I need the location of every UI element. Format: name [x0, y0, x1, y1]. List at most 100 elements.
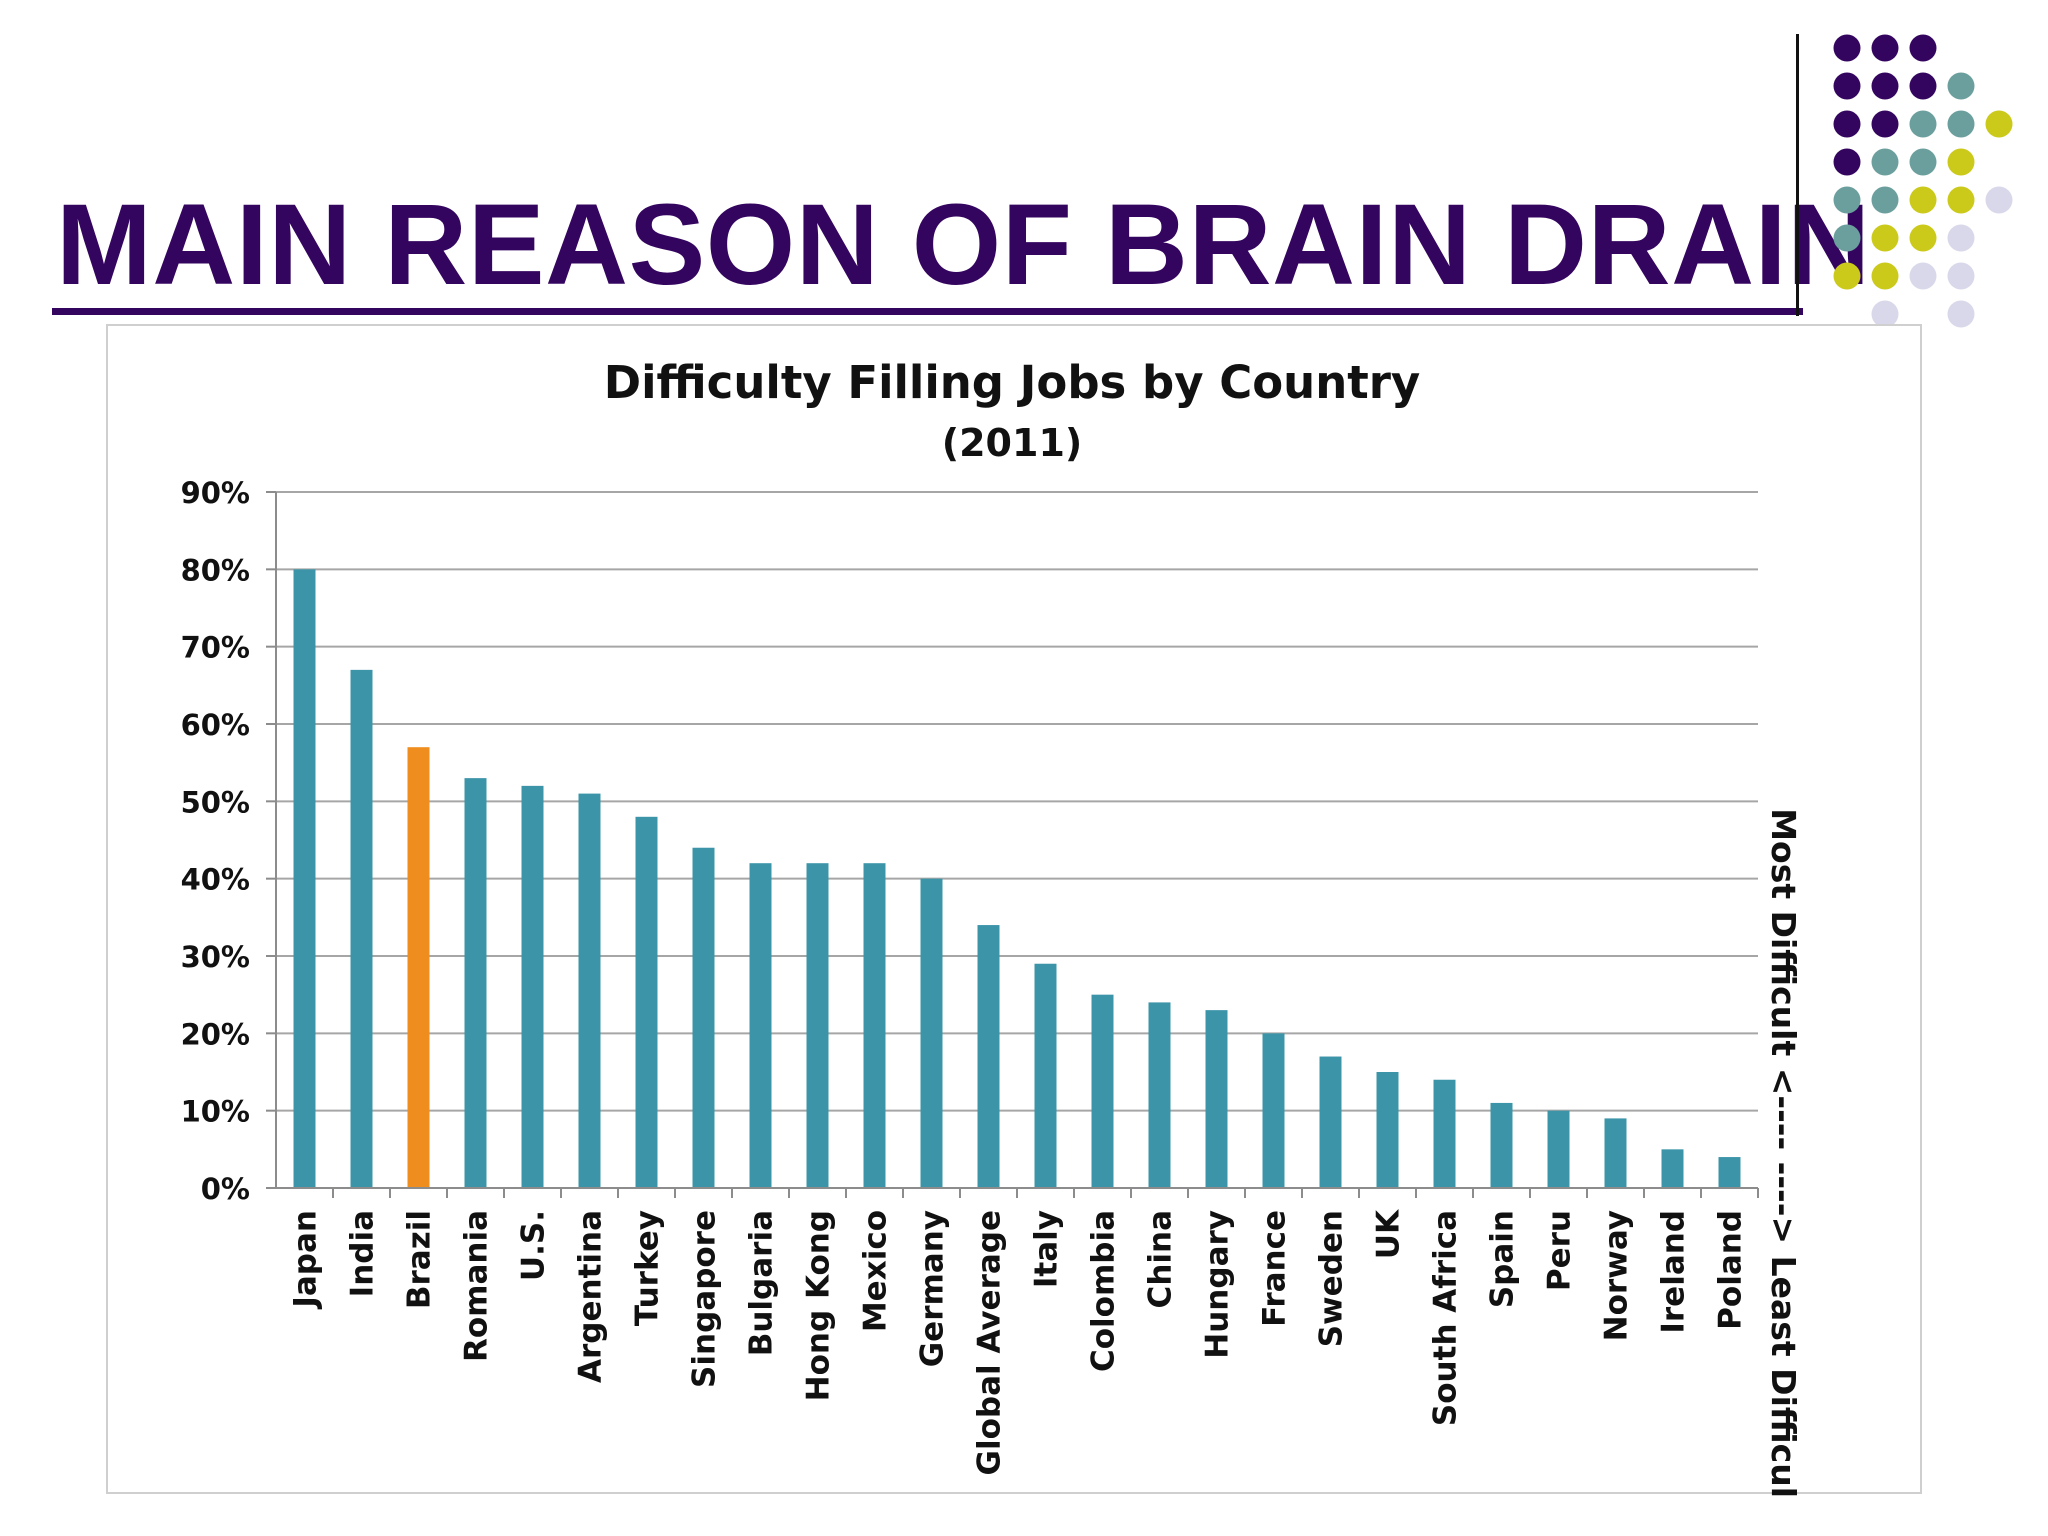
- decorative-dot: [1871, 34, 1899, 62]
- x-tick-label: Hong Kong: [801, 1210, 837, 1401]
- bar-bulgaria: [749, 863, 772, 1188]
- bar-uk: [1376, 1072, 1399, 1188]
- y-tick-label: 60%: [181, 708, 250, 742]
- x-tick-label: Norway: [1599, 1210, 1635, 1341]
- x-tick-label: Sweden: [1314, 1210, 1350, 1347]
- decorative-dot: [1909, 72, 1937, 100]
- decorative-dot: [1947, 110, 1975, 138]
- x-tick-label: Singapore: [687, 1210, 723, 1388]
- x-tick-label: Italy: [1029, 1210, 1065, 1288]
- decorative-dot: [1909, 186, 1937, 214]
- bar-hungary: [1205, 1010, 1228, 1188]
- decorative-dot: [1985, 110, 2013, 138]
- x-tick-label: South Africa: [1428, 1210, 1464, 1426]
- bar-sweden: [1319, 1056, 1342, 1188]
- decorative-dot: [1909, 224, 1937, 252]
- x-tick-label: Mexico: [858, 1210, 894, 1332]
- decorative-dot: [1947, 262, 1975, 290]
- decorative-dot: [1833, 186, 1861, 214]
- decorative-dot: [1871, 262, 1899, 290]
- decorative-dot: [1947, 186, 1975, 214]
- y-tick-label: 10%: [181, 1095, 250, 1129]
- decorative-dot: [1871, 148, 1899, 176]
- y-tick-label: 20%: [181, 1017, 250, 1051]
- y-tick-label: 80%: [181, 553, 250, 587]
- bar-norway: [1604, 1118, 1627, 1188]
- x-tick-label: Colombia: [1086, 1210, 1122, 1372]
- bar-italy: [1034, 963, 1057, 1188]
- decorative-dot: [1871, 224, 1899, 252]
- bar-japan: [293, 569, 316, 1188]
- x-tick-label: Argentina: [573, 1210, 609, 1383]
- bar-south-africa: [1433, 1079, 1456, 1188]
- decorative-dot: [1909, 34, 1937, 62]
- chart-title: Difficulty Filling Jobs by Country: [604, 356, 1421, 409]
- decorative-dot: [1871, 72, 1899, 100]
- x-tick-label: Romania: [459, 1210, 495, 1362]
- decorative-dot: [1833, 148, 1861, 176]
- bar-poland: [1718, 1157, 1741, 1188]
- bar-brazil: [407, 747, 430, 1188]
- decorative-dot: [1909, 262, 1937, 290]
- x-tick-label: India: [345, 1210, 381, 1297]
- decorative-dot: [1871, 110, 1899, 138]
- x-tick-label: China: [1143, 1210, 1179, 1308]
- bar-mexico: [863, 863, 886, 1188]
- decorative-dot: [1833, 262, 1861, 290]
- bar-spain: [1490, 1102, 1513, 1188]
- bar-singapore: [692, 847, 715, 1188]
- y-tick-label: 30%: [181, 940, 250, 974]
- decorative-dot: [1909, 148, 1937, 176]
- bar-hong-kong: [806, 863, 829, 1188]
- decorative-dot: [1833, 224, 1861, 252]
- bar-global-average: [977, 925, 1000, 1188]
- decorative-dot: [1871, 186, 1899, 214]
- title-underline: [52, 308, 1803, 315]
- x-tick-label: Spain: [1485, 1210, 1521, 1308]
- x-tick-label: Germany: [915, 1210, 951, 1367]
- bar-india: [350, 669, 373, 1188]
- gridlines: [276, 491, 1758, 1112]
- decorative-dot: [1985, 186, 2013, 214]
- chart-right-axis-label: Most Difficult <---- ----> Least Difficu…: [1764, 808, 1803, 1496]
- bar-peru: [1547, 1110, 1570, 1188]
- x-tick-label: Poland: [1713, 1210, 1749, 1330]
- bar-argentina: [578, 793, 601, 1188]
- bar-chart: 0% 10% 20% 30% 40% 50% 60% 70% 80% 90% Japan India B…: [181, 356, 1803, 1496]
- chart-subtitle: (2011): [942, 421, 1083, 465]
- decorative-dot: [1947, 148, 1975, 176]
- x-tick-label: Peru: [1542, 1210, 1578, 1291]
- x-tick-label: Turkey: [630, 1210, 666, 1326]
- bar-colombia: [1091, 994, 1114, 1188]
- bar-ireland: [1661, 1149, 1684, 1188]
- y-tick-label: 50%: [181, 785, 250, 819]
- bar-france: [1262, 1033, 1285, 1188]
- x-tick-label: Bulgaria: [744, 1210, 780, 1356]
- x-tick-label: UK: [1371, 1209, 1407, 1259]
- y-tick-label: 0%: [201, 1172, 250, 1206]
- y-tick-label: 90%: [181, 476, 250, 510]
- decorative-dot: [1947, 224, 1975, 252]
- bar-turkey: [635, 816, 658, 1188]
- slide-title: MAIN REASON OF BRAIN DRAIN: [56, 181, 1871, 309]
- bar-germany: [920, 878, 943, 1188]
- title-vertical-divider: [1796, 34, 1799, 316]
- x-tick-label: U.S.: [516, 1210, 552, 1281]
- x-tick-label: Ireland: [1656, 1210, 1692, 1334]
- x-tick-label: Hungary: [1200, 1210, 1236, 1359]
- y-tick-label: 70%: [181, 631, 250, 665]
- decorative-dot: [1833, 34, 1861, 62]
- decorative-dot-grid: [1833, 34, 2013, 328]
- decorative-dot: [1909, 110, 1937, 138]
- bars: [293, 569, 1741, 1188]
- bar-china: [1148, 1002, 1171, 1188]
- x-tick-label: Brazil: [402, 1210, 438, 1309]
- decorative-dot: [1833, 110, 1861, 138]
- x-tick-label: Japan: [288, 1210, 324, 1310]
- x-tick-label: France: [1257, 1210, 1293, 1327]
- x-tick-label: Global Average: [972, 1210, 1008, 1475]
- decorative-dot: [1947, 72, 1975, 100]
- decorative-dot: [1947, 300, 1975, 328]
- axes: 0% 10% 20% 30% 40% 50% 60% 70% 80% 90% Japan India B…: [181, 476, 1759, 1475]
- decorative-dot: [1871, 300, 1899, 328]
